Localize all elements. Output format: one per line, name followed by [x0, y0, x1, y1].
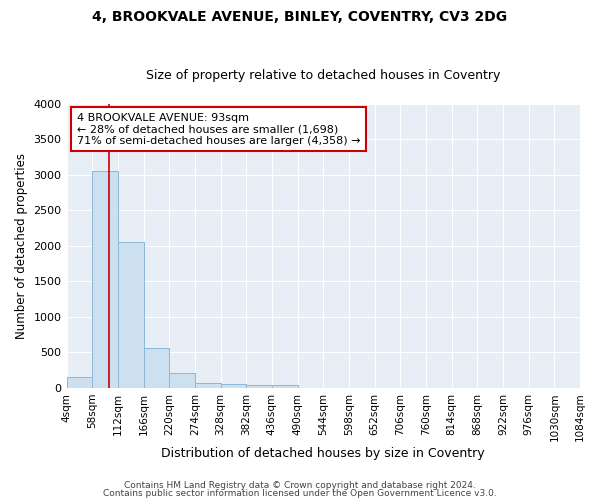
- Text: 4 BROOKVALE AVENUE: 93sqm
← 28% of detached houses are smaller (1,698)
71% of se: 4 BROOKVALE AVENUE: 93sqm ← 28% of detac…: [77, 112, 361, 146]
- X-axis label: Distribution of detached houses by size in Coventry: Distribution of detached houses by size …: [161, 447, 485, 460]
- Bar: [118, 242, 143, 388]
- Bar: [246, 385, 272, 388]
- Bar: [92, 170, 118, 388]
- Bar: [272, 385, 298, 388]
- Bar: [169, 372, 195, 388]
- Text: Contains HM Land Registry data © Crown copyright and database right 2024.: Contains HM Land Registry data © Crown c…: [124, 481, 476, 490]
- Bar: [67, 378, 92, 388]
- Text: Contains public sector information licensed under the Open Government Licence v3: Contains public sector information licen…: [103, 488, 497, 498]
- Bar: [143, 348, 169, 388]
- Text: 4, BROOKVALE AVENUE, BINLEY, COVENTRY, CV3 2DG: 4, BROOKVALE AVENUE, BINLEY, COVENTRY, C…: [92, 10, 508, 24]
- Y-axis label: Number of detached properties: Number of detached properties: [15, 153, 28, 339]
- Bar: [221, 384, 246, 388]
- Title: Size of property relative to detached houses in Coventry: Size of property relative to detached ho…: [146, 69, 500, 82]
- Bar: [195, 382, 221, 388]
